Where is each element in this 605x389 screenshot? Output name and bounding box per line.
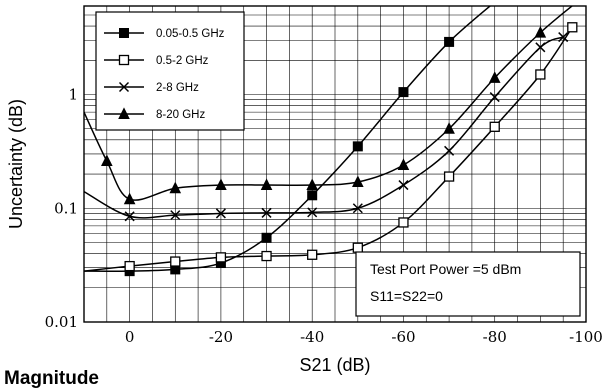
data-point — [352, 175, 364, 188]
data-point — [261, 207, 272, 218]
data-point — [444, 36, 455, 47]
data-point — [352, 141, 363, 152]
data-point — [169, 181, 182, 194]
data-point — [398, 217, 409, 228]
data-point — [170, 210, 181, 221]
data-point — [170, 256, 181, 267]
caption-magnitude: Magnitude — [4, 368, 99, 389]
x-axis-label: S21 (dB) — [299, 355, 370, 375]
x-tick-label: 0 — [125, 328, 135, 346]
legend-entry: 0.5-2 GHz — [104, 54, 209, 67]
y-tick-label: 0.01 — [45, 313, 78, 331]
annotation-test-port-power: Test Port Power =5 dBm — [370, 261, 521, 277]
data-point — [352, 203, 363, 214]
data-point — [261, 250, 272, 262]
legend-label: 8-20 GHz — [156, 109, 205, 121]
series-3 — [84, 32, 569, 222]
data-point — [444, 145, 455, 156]
x-tick-label: -60 — [391, 328, 415, 346]
data-point — [443, 122, 455, 134]
data-point — [397, 158, 410, 171]
data-point — [398, 87, 409, 98]
legend-label: 0.05-0.5 GHz — [156, 28, 225, 40]
data-point — [307, 190, 318, 201]
y-tick-label: 0.1 — [54, 199, 78, 217]
x-tick-label: -20 — [209, 328, 233, 346]
data-point — [124, 211, 135, 222]
data-point — [215, 208, 226, 219]
data-point — [534, 26, 547, 38]
data-point — [398, 180, 409, 191]
legend-entry: 2-8 GHz — [104, 81, 199, 94]
data-point — [261, 232, 272, 243]
plot-frame — [83, 5, 587, 323]
data-point — [488, 71, 501, 83]
legend-marker — [118, 81, 130, 93]
data-point — [124, 260, 135, 272]
series-2 — [84, 22, 578, 272]
y-tick-label: 1 — [68, 86, 78, 104]
annotation-frame — [355, 251, 581, 317]
data-point — [535, 42, 546, 53]
data-point — [558, 32, 569, 43]
legend-label: 2-8 GHz — [156, 82, 199, 94]
legend-entry: 8-20 GHz — [104, 107, 205, 121]
x-tick-label: -100 — [569, 328, 603, 346]
annotation-s11-s22: S11=S22=0 — [370, 288, 443, 304]
data-point — [307, 249, 318, 260]
series-layer — [84, 6, 578, 277]
data-point — [567, 22, 578, 33]
legend-entry: 0.05-0.5 GHz — [104, 28, 225, 40]
data-point — [101, 154, 113, 167]
legend-marker — [118, 107, 130, 119]
x-tick-label: -80 — [483, 328, 507, 346]
data-point — [352, 242, 363, 253]
data-point — [489, 121, 500, 132]
data-point — [443, 171, 455, 182]
tick-labels: 0 -20 -40 -60 -80 -100 0.01 0.1 1 — [45, 86, 603, 346]
data-point — [215, 178, 227, 191]
x-tick-label: -40 — [300, 328, 324, 346]
y-axis-label: Uncertainty (dB) — [6, 99, 26, 229]
legend: 0.05-0.5 GHz 0.5-2 GHz 2-8 GHz 8-20 GHz — [95, 11, 245, 131]
data-point — [260, 178, 273, 191]
series-line — [84, 6, 492, 273]
data-point — [307, 207, 318, 218]
data-point — [489, 92, 500, 103]
legend-marker — [119, 28, 129, 38]
legend-marker — [118, 54, 130, 66]
data-point — [535, 69, 546, 80]
series-line — [84, 36, 564, 219]
legend-label: 0.5-2 GHz — [156, 55, 209, 67]
data-point — [215, 252, 227, 263]
data-point — [123, 192, 136, 205]
data-point — [306, 178, 318, 191]
annotation-box: Test Port Power =5 dBm S11=S22=0 — [355, 251, 581, 317]
series-4 — [84, 6, 574, 205]
